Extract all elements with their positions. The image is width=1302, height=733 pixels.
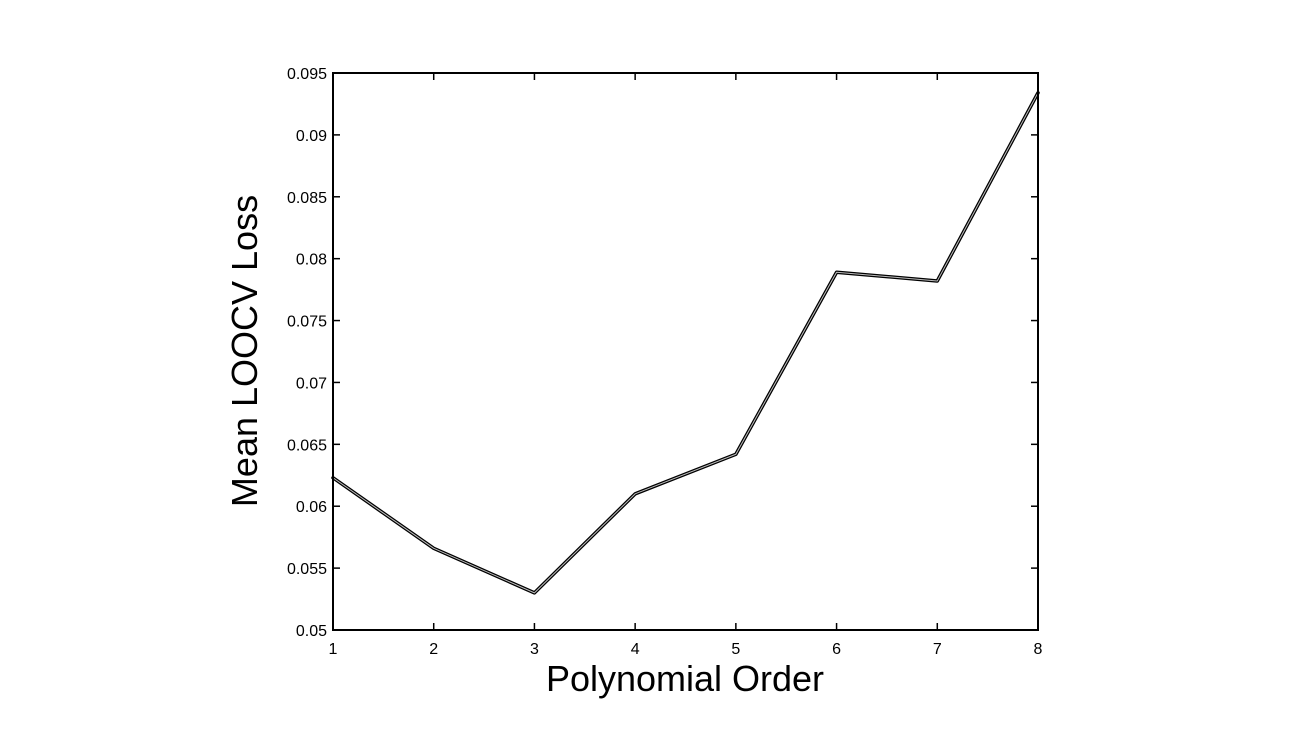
y-tick-label: 0.075 xyxy=(287,314,327,331)
y-tick-label: 0.095 xyxy=(287,66,327,83)
x-tick-label: 3 xyxy=(530,641,539,658)
plot-area xyxy=(333,73,1038,630)
series-line-highlight xyxy=(332,92,1039,594)
y-tick-label: 0.08 xyxy=(296,252,327,269)
y-tick-label: 0.055 xyxy=(287,561,327,578)
x-axis-title: Polynomial Order xyxy=(546,658,824,699)
y-tick-label: 0.05 xyxy=(296,623,327,640)
y-axis-title: Mean LOOCV Loss xyxy=(224,195,265,507)
x-tick-label: 6 xyxy=(832,641,841,658)
series-lines xyxy=(331,91,1040,595)
x-tick-label: 8 xyxy=(1034,641,1043,658)
x-tick-label: 1 xyxy=(329,641,338,658)
x-tick-label: 4 xyxy=(631,641,640,658)
y-axis: 0.05 0.055 0.06 0.065 0.07 0.075 0.08 0.085 0.09… xyxy=(287,66,1038,640)
x-axis: 1 2 3 4 5 6 7 8 xyxy=(329,73,1043,658)
x-tick-label: 7 xyxy=(933,641,942,658)
y-tick-label: 0.09 xyxy=(296,128,327,145)
x-tick-label: 5 xyxy=(731,641,740,658)
y-tick-label: 0.07 xyxy=(296,375,327,392)
y-tick-label: 0.085 xyxy=(287,190,327,207)
plot-frame xyxy=(332,72,1039,631)
y-tick-label: 0.065 xyxy=(287,437,327,454)
x-tick-label: 2 xyxy=(429,641,438,658)
y-tick-label: 0.06 xyxy=(296,499,327,516)
